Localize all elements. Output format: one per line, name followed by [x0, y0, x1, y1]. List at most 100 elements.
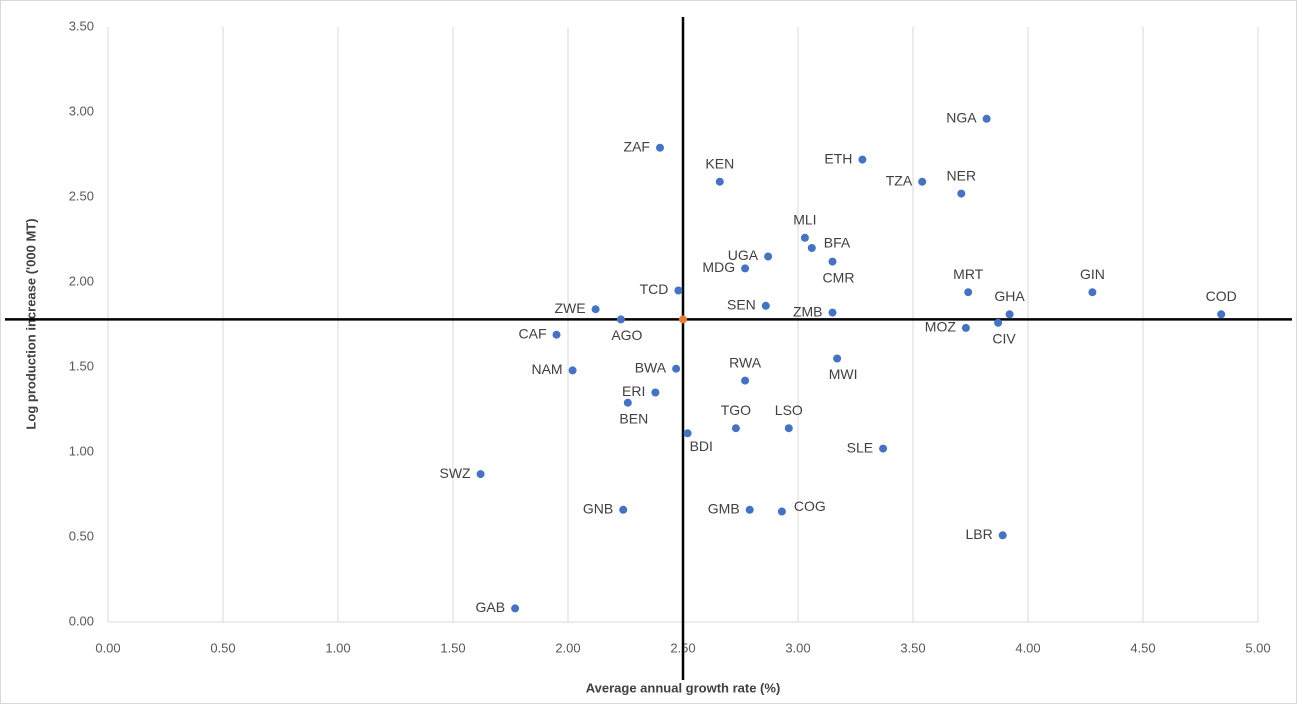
point — [741, 264, 750, 273]
point — [828, 308, 837, 317]
point — [476, 470, 485, 479]
point-label: BWA — [635, 359, 667, 375]
point-label: ZAF — [624, 138, 650, 154]
point — [807, 244, 816, 252]
x-tick-label: 3.00 — [785, 640, 810, 655]
point-label: RWA — [729, 354, 762, 370]
y-tick-label: 2.50 — [69, 188, 94, 203]
x-tick-label: 1.50 — [440, 640, 465, 655]
reference-point — [679, 315, 687, 324]
y-tick-label: 0.50 — [69, 528, 94, 543]
x-tick-label: 2.00 — [555, 640, 580, 655]
point-label: SLE — [847, 439, 873, 455]
point-label: AGO — [611, 327, 642, 343]
point-label: TCD — [640, 281, 669, 297]
point-label: GMB — [708, 501, 740, 517]
point — [1088, 288, 1097, 297]
point-label: CMR — [823, 269, 855, 285]
point — [761, 301, 770, 310]
point-label: MOZ — [925, 319, 957, 335]
point — [833, 354, 842, 363]
point-label: MWI — [829, 366, 858, 382]
point-label: GAB — [476, 599, 506, 615]
point-label: ETH — [824, 150, 852, 166]
point-label: LSO — [775, 402, 803, 418]
point — [879, 444, 888, 453]
point — [858, 155, 867, 164]
point — [741, 376, 750, 385]
point-label: NER — [947, 167, 977, 183]
y-tick-label: 1.50 — [69, 358, 94, 373]
point — [619, 505, 628, 514]
point — [1217, 310, 1226, 319]
point — [777, 507, 786, 516]
x-tick-label: 4.00 — [1015, 640, 1040, 655]
point — [957, 189, 966, 198]
point — [994, 318, 1003, 327]
point-label: ZMB — [793, 303, 823, 319]
point — [800, 233, 809, 242]
point-label: UGA — [728, 247, 759, 263]
y-tick-label: 3.50 — [69, 18, 94, 33]
point — [683, 429, 692, 438]
point-label: CIV — [992, 331, 1016, 347]
y-tick-label: 2.00 — [69, 273, 94, 288]
point — [964, 288, 973, 297]
point — [731, 424, 740, 433]
point — [591, 305, 600, 314]
point-label: LBR — [965, 526, 992, 542]
point-label: NAM — [531, 361, 562, 377]
x-tick-label: 5.00 — [1245, 640, 1270, 655]
x-tick-label: 1.00 — [325, 640, 350, 655]
point-label: ERI — [622, 383, 645, 399]
point-label: MDG — [702, 259, 735, 275]
point — [552, 330, 561, 339]
point — [745, 505, 754, 514]
x-tick-label: 4.50 — [1130, 640, 1155, 655]
point-label: TZA — [886, 172, 913, 188]
point-label: SEN — [727, 297, 756, 313]
point — [961, 323, 970, 332]
point-label: BEN — [619, 410, 648, 426]
point-label: CAF — [519, 325, 547, 341]
point-label: NGA — [946, 110, 977, 126]
point — [651, 388, 660, 397]
point — [1005, 310, 1014, 319]
y-tick-label: 1.00 — [69, 443, 94, 458]
point — [568, 366, 577, 375]
point-label: GNB — [583, 501, 613, 517]
point-label: KEN — [705, 155, 734, 171]
y-tick-label: 0.00 — [69, 613, 94, 628]
point — [998, 531, 1007, 540]
point — [764, 252, 773, 261]
point — [511, 604, 520, 613]
x-axis-title: Average annual growth rate (%) — [586, 680, 781, 695]
point — [672, 364, 681, 373]
x-tick-label: 3.50 — [900, 640, 925, 655]
point-label: BDI — [690, 438, 713, 454]
point-label: GHA — [994, 288, 1025, 304]
point — [674, 286, 683, 295]
point-label: SWZ — [439, 465, 471, 481]
point-label: MLI — [793, 212, 816, 228]
point — [828, 257, 837, 266]
point — [623, 398, 632, 407]
point — [616, 315, 625, 324]
x-tick-label: 0.50 — [210, 640, 235, 655]
point-label: COD — [1206, 288, 1237, 304]
point — [656, 143, 664, 152]
point — [918, 177, 927, 186]
x-tick-label: 0.00 — [95, 640, 120, 655]
point-label: TGO — [721, 402, 751, 418]
point-label: ZWE — [554, 300, 585, 316]
point-label: GIN — [1080, 266, 1105, 282]
y-tick-label: 3.00 — [69, 103, 94, 118]
point — [784, 424, 793, 433]
point — [715, 177, 724, 186]
point — [982, 114, 991, 123]
point-label: BFA — [824, 235, 851, 251]
y-axis-title: Log production increase ('000 MT) — [23, 218, 38, 429]
point-label: COG — [794, 498, 826, 514]
